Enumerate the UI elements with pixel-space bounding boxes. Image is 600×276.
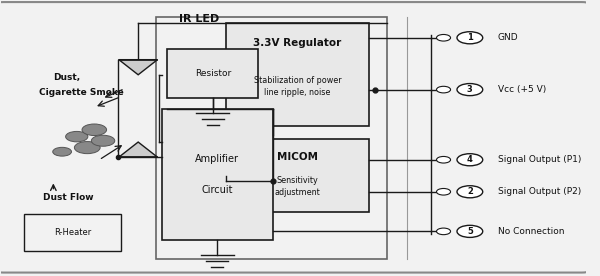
Text: Signal Output (P2): Signal Output (P2) (498, 187, 581, 196)
Circle shape (91, 135, 115, 146)
Text: Dust,: Dust, (53, 73, 80, 82)
Circle shape (437, 86, 451, 93)
Text: MICOM: MICOM (277, 152, 318, 162)
Text: IR LED: IR LED (179, 14, 220, 23)
FancyBboxPatch shape (226, 23, 369, 126)
Circle shape (65, 131, 88, 142)
Text: Dust Flow: Dust Flow (43, 193, 93, 201)
Circle shape (457, 32, 483, 44)
Text: 3.3V Regulator: 3.3V Regulator (253, 38, 341, 48)
Text: Sensitivity
adjustment: Sensitivity adjustment (275, 176, 320, 197)
Polygon shape (119, 142, 157, 157)
Text: Circuit: Circuit (202, 185, 233, 195)
Text: 3: 3 (467, 85, 473, 94)
Text: Resistor: Resistor (194, 69, 231, 78)
Circle shape (437, 189, 451, 195)
FancyBboxPatch shape (161, 109, 273, 240)
Text: Vcc (+5 V): Vcc (+5 V) (498, 85, 546, 94)
FancyBboxPatch shape (156, 17, 387, 259)
Circle shape (457, 225, 483, 237)
Text: Stabilization of power
line ripple, noise: Stabilization of power line ripple, nois… (254, 76, 341, 97)
Polygon shape (119, 60, 157, 75)
Circle shape (437, 156, 451, 163)
FancyBboxPatch shape (226, 139, 369, 212)
Text: 4: 4 (467, 155, 473, 164)
Circle shape (457, 84, 483, 96)
Text: 2: 2 (467, 187, 473, 196)
FancyBboxPatch shape (167, 49, 258, 98)
Text: Cigarette Smoke: Cigarette Smoke (39, 88, 124, 97)
FancyBboxPatch shape (24, 214, 121, 251)
Text: Amplifier: Amplifier (195, 154, 239, 164)
Circle shape (53, 147, 71, 156)
Circle shape (437, 228, 451, 235)
Circle shape (437, 34, 451, 41)
Text: 1: 1 (467, 33, 473, 42)
Circle shape (82, 124, 107, 136)
Text: Signal Output (P1): Signal Output (P1) (498, 155, 581, 164)
FancyBboxPatch shape (0, 2, 593, 273)
Text: GND: GND (498, 33, 518, 42)
Text: R-Heater: R-Heater (54, 227, 91, 237)
Text: 5: 5 (467, 227, 473, 236)
Circle shape (457, 186, 483, 198)
Circle shape (74, 142, 100, 154)
Text: No Connection: No Connection (498, 227, 565, 236)
Circle shape (457, 154, 483, 166)
